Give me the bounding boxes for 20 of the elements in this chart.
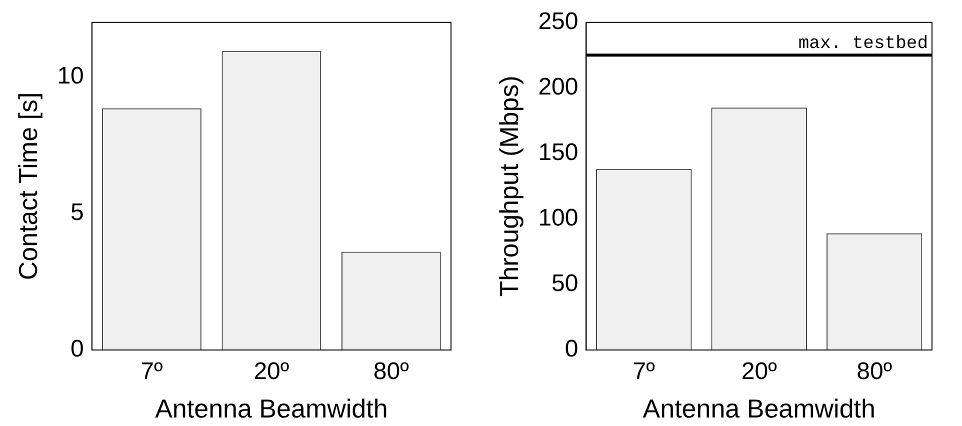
- y-tick-label: 50: [552, 270, 578, 298]
- y-tick-label: 0: [70, 336, 84, 363]
- y-tick-label: 150: [538, 139, 578, 166]
- x-axis-title: Antenna Beamwidth: [642, 394, 876, 424]
- y-tick-label: 200: [538, 74, 578, 101]
- y-tick-label: 5: [70, 199, 84, 226]
- ref-line-label: max. testbed: [798, 34, 928, 54]
- x-tick-label: 80º: [373, 358, 410, 386]
- y-axis-title: Throughput (Mbps): [494, 76, 524, 297]
- x-tick-label: 20º: [254, 358, 290, 386]
- y-tick-label: 250: [538, 8, 578, 36]
- y-tick-label: 10: [57, 62, 84, 90]
- y-tick-label: 100: [538, 204, 578, 232]
- x-tick-label: 7º: [632, 358, 656, 386]
- x-tick-label: 80º: [856, 358, 892, 386]
- x-axis-title: Antenna Beamwidth: [155, 394, 388, 424]
- y-tick-label: 0: [564, 336, 578, 363]
- y-axis-title: Contact Time [s]: [12, 92, 43, 280]
- x-tick-label: 20º: [741, 358, 778, 386]
- x-tick-label: 7º: [140, 358, 164, 386]
